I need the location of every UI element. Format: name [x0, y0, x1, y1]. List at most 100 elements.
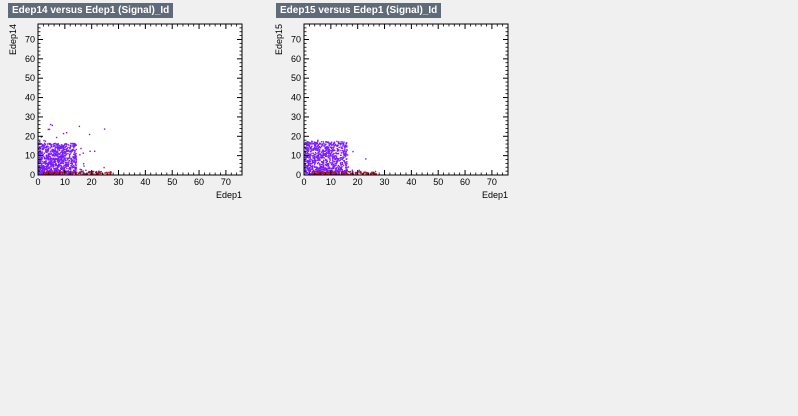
data-point — [43, 166, 46, 168]
data-point — [57, 152, 59, 154]
data-point — [314, 153, 317, 156]
data-point — [89, 171, 91, 173]
data-point — [304, 157, 307, 159]
data-point — [343, 152, 345, 154]
data-point — [63, 144, 66, 146]
data-point — [109, 172, 111, 175]
data-point — [75, 158, 77, 161]
data-point — [345, 162, 347, 164]
data-point — [51, 171, 53, 174]
data-point — [336, 150, 338, 152]
data-point — [322, 164, 324, 166]
data-point — [67, 157, 69, 159]
data-point — [55, 158, 57, 161]
data-point — [60, 162, 62, 165]
data-point — [61, 153, 64, 155]
y-tick-label: 10 — [291, 151, 301, 161]
data-point — [73, 147, 75, 149]
data-point — [320, 153, 322, 156]
data-point — [343, 145, 346, 148]
data-point — [342, 157, 344, 159]
data-point — [329, 143, 332, 145]
data-point — [332, 155, 334, 157]
data-point — [311, 143, 314, 145]
data-point — [345, 166, 347, 168]
data-point — [332, 153, 334, 155]
data-point — [346, 145, 348, 147]
data-point — [74, 171, 77, 173]
data-point — [309, 153, 311, 156]
x-axis-label: Edep1 — [216, 190, 242, 200]
data-point — [66, 150, 68, 152]
data-point — [39, 153, 41, 155]
data-point — [342, 149, 344, 152]
x-tick-label: 40 — [140, 177, 150, 187]
data-point — [369, 172, 372, 174]
data-point — [331, 146, 333, 148]
data-point — [48, 153, 50, 155]
scatter-plot-edep15[interactable]: 0 10 20 30 40 50 60 70 0 10 20 30 40 50 60 70 Edep1 Edep1… — [266, 0, 532, 210]
data-point — [332, 158, 334, 160]
data-point — [76, 171, 78, 173]
data-point — [340, 168, 342, 170]
scatter-plot-edep14[interactable]: 0 10 20 30 40 50 60 70010203040506070Edep1Edep1… — [0, 0, 266, 210]
data-point — [341, 147, 344, 149]
data-point — [363, 171, 365, 173]
data-point — [323, 142, 325, 145]
data-point — [50, 161, 53, 163]
data-point — [103, 166, 105, 169]
data-point — [41, 168, 43, 170]
data-point — [375, 173, 377, 175]
data-point — [321, 150, 324, 152]
data-point — [311, 168, 313, 170]
data-point — [323, 167, 325, 170]
data-point — [323, 168, 325, 170]
data-point — [62, 152, 64, 154]
data-point — [316, 170, 318, 172]
data-point — [64, 155, 66, 157]
data-point — [38, 146, 41, 148]
data-point — [361, 173, 363, 175]
data-point — [56, 167, 59, 170]
data-point — [73, 143, 76, 145]
data-point — [313, 141, 316, 143]
data-point — [56, 173, 58, 175]
data-point — [54, 161, 56, 163]
data-point — [310, 153, 312, 155]
data-point — [69, 144, 71, 146]
data-point — [319, 146, 321, 148]
data-point — [314, 143, 317, 145]
data-point — [332, 157, 335, 159]
data-point — [307, 144, 309, 147]
data-point — [309, 170, 312, 172]
data-point — [370, 173, 372, 175]
data-point — [68, 151, 70, 153]
data-point — [339, 157, 341, 159]
data-point — [57, 158, 60, 161]
data-point — [67, 146, 69, 149]
data-point — [61, 151, 64, 153]
data-point — [38, 165, 40, 168]
x-tick-label: 60 — [194, 177, 204, 187]
data-point — [74, 170, 76, 172]
data-point — [57, 150, 59, 152]
data-point — [63, 164, 66, 166]
data-point — [83, 165, 85, 167]
data-point — [54, 157, 56, 159]
data-point — [347, 166, 350, 168]
data-point — [310, 148, 312, 150]
data-point — [75, 152, 77, 155]
x-axis-label: Edep1 — [482, 190, 508, 200]
data-point — [38, 172, 40, 174]
data-point — [309, 142, 311, 144]
data-point — [47, 148, 50, 150]
data-point — [58, 153, 60, 155]
data-point — [304, 167, 306, 170]
data-point — [328, 170, 330, 172]
data-point — [328, 149, 330, 151]
data-point — [62, 168, 65, 170]
data-point — [314, 148, 316, 151]
data-point — [94, 150, 96, 152]
data-point — [304, 159, 306, 161]
data-point — [65, 145, 67, 148]
